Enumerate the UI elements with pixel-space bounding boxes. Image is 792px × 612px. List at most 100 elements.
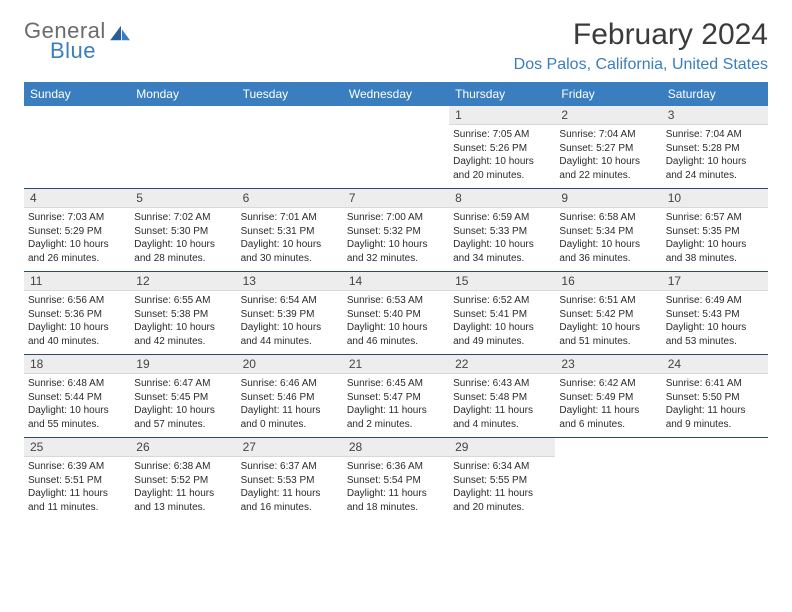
calendar-cell: 6Sunrise: 7:01 AMSunset: 5:31 PMDaylight…	[237, 189, 343, 272]
calendar-cell: 3Sunrise: 7:04 AMSunset: 5:28 PMDaylight…	[662, 106, 768, 189]
day-number: 19	[130, 355, 236, 374]
day-number: 26	[130, 438, 236, 457]
calendar-cell: 5Sunrise: 7:02 AMSunset: 5:30 PMDaylight…	[130, 189, 236, 272]
sunrise-text: Sunrise: 7:02 AM	[134, 211, 232, 225]
calendar-cell	[237, 106, 343, 189]
day-number: 16	[555, 272, 661, 291]
calendar-cell: 23Sunrise: 6:42 AMSunset: 5:49 PMDayligh…	[555, 355, 661, 438]
daylight-text: Daylight: 11 hours and 9 minutes.	[666, 404, 764, 431]
day-number: 20	[237, 355, 343, 374]
calendar-cell: 17Sunrise: 6:49 AMSunset: 5:43 PMDayligh…	[662, 272, 768, 355]
sunset-text: Sunset: 5:27 PM	[559, 142, 657, 156]
sunrise-text: Sunrise: 6:58 AM	[559, 211, 657, 225]
sunrise-text: Sunrise: 6:48 AM	[28, 377, 126, 391]
day-number: 23	[555, 355, 661, 374]
sunset-text: Sunset: 5:39 PM	[241, 308, 339, 322]
sunrise-text: Sunrise: 7:05 AM	[453, 128, 551, 142]
sunset-text: Sunset: 5:42 PM	[559, 308, 657, 322]
daylight-text: Daylight: 11 hours and 11 minutes.	[28, 487, 126, 514]
calendar-cell: 14Sunrise: 6:53 AMSunset: 5:40 PMDayligh…	[343, 272, 449, 355]
brand-part2: Blue	[24, 40, 96, 62]
day-header: Friday	[555, 82, 661, 106]
sunset-text: Sunset: 5:50 PM	[666, 391, 764, 405]
daylight-text: Daylight: 11 hours and 13 minutes.	[134, 487, 232, 514]
calendar-cell: 8 Sunrise: 6:59 AMSunset: 5:33 PMDaylight…	[449, 189, 555, 272]
sunrise-text: Sunrise: 6:41 AM	[666, 377, 764, 391]
calendar-cell	[24, 106, 130, 189]
sunset-text: Sunset: 5:44 PM	[28, 391, 126, 405]
sunrise-text: Sunrise: 6:39 AM	[28, 460, 126, 474]
daylight-text: Daylight: 10 hours and 55 minutes.	[28, 404, 126, 431]
calendar-cell: 10Sunrise: 6:57 AMSunset: 5:35 PMDayligh…	[662, 189, 768, 272]
calendar-cell: 2Sunrise: 7:04 AMSunset: 5:27 PMDaylight…	[555, 106, 661, 189]
sunrise-text: Sunrise: 6:38 AM	[134, 460, 232, 474]
day-header: Sunday	[24, 82, 130, 106]
calendar-cell: 16Sunrise: 6:51 AMSunset: 5:42 PMDayligh…	[555, 272, 661, 355]
day-number: 25	[24, 438, 130, 457]
daylight-text: Daylight: 10 hours and 30 minutes.	[241, 238, 339, 265]
sunrise-text: Sunrise: 6:46 AM	[241, 377, 339, 391]
daylight-text: Daylight: 10 hours and 49 minutes.	[453, 321, 551, 348]
calendar-cell: 4Sunrise: 7:03 AMSunset: 5:29 PMDaylight…	[24, 189, 130, 272]
day-number: 8	[449, 189, 555, 208]
day-number: 13	[237, 272, 343, 291]
sunset-text: Sunset: 5:51 PM	[28, 474, 126, 488]
sunrise-text: Sunrise: 7:04 AM	[559, 128, 657, 142]
calendar-table: SundayMondayTuesdayWednesdayThursdayFrid…	[24, 82, 768, 520]
sunset-text: Sunset: 5:52 PM	[134, 474, 232, 488]
day-number: 17	[662, 272, 768, 291]
day-number: 10	[662, 189, 768, 208]
day-header: Thursday	[449, 82, 555, 106]
day-number: 18	[24, 355, 130, 374]
day-number: 22	[449, 355, 555, 374]
calendar-cell: 9Sunrise: 6:58 AMSunset: 5:34 PMDaylight…	[555, 189, 661, 272]
sunrise-text: Sunrise: 6:54 AM	[241, 294, 339, 308]
sunrise-text: Sunrise: 6:49 AM	[666, 294, 764, 308]
sunset-text: Sunset: 5:54 PM	[347, 474, 445, 488]
daylight-text: Daylight: 10 hours and 46 minutes.	[347, 321, 445, 348]
daylight-text: Daylight: 10 hours and 32 minutes.	[347, 238, 445, 265]
calendar-cell: 13Sunrise: 6:54 AMSunset: 5:39 PMDayligh…	[237, 272, 343, 355]
calendar-cell: 24Sunrise: 6:41 AMSunset: 5:50 PMDayligh…	[662, 355, 768, 438]
daylight-text: Daylight: 11 hours and 0 minutes.	[241, 404, 339, 431]
daylight-text: Daylight: 11 hours and 18 minutes.	[347, 487, 445, 514]
daylight-text: Daylight: 10 hours and 53 minutes.	[666, 321, 764, 348]
sunrise-text: Sunrise: 7:04 AM	[666, 128, 764, 142]
day-number: 15	[449, 272, 555, 291]
daylight-text: Daylight: 10 hours and 22 minutes.	[559, 155, 657, 182]
day-number: 7	[343, 189, 449, 208]
sunset-text: Sunset: 5:49 PM	[559, 391, 657, 405]
calendar-cell: 20Sunrise: 6:46 AMSunset: 5:46 PMDayligh…	[237, 355, 343, 438]
sunset-text: Sunset: 5:32 PM	[347, 225, 445, 239]
daylight-text: Daylight: 10 hours and 34 minutes.	[453, 238, 551, 265]
daylight-text: Daylight: 10 hours and 28 minutes.	[134, 238, 232, 265]
day-number: 1	[449, 106, 555, 125]
sunrise-text: Sunrise: 7:00 AM	[347, 211, 445, 225]
calendar-cell: 15 Sunrise: 6:52 AMSunset: 5:41 PMDayligh…	[449, 272, 555, 355]
day-number: 14	[343, 272, 449, 291]
sunrise-text: Sunrise: 6:47 AM	[134, 377, 232, 391]
sunrise-text: Sunrise: 6:59 AM	[453, 211, 551, 225]
sunset-text: Sunset: 5:41 PM	[453, 308, 551, 322]
daylight-text: Daylight: 10 hours and 51 minutes.	[559, 321, 657, 348]
month-title: February 2024	[514, 18, 768, 52]
sunset-text: Sunset: 5:33 PM	[453, 225, 551, 239]
day-header: Tuesday	[237, 82, 343, 106]
sunset-text: Sunset: 5:29 PM	[28, 225, 126, 239]
daylight-text: Daylight: 11 hours and 2 minutes.	[347, 404, 445, 431]
day-number: 28	[343, 438, 449, 457]
day-header: Saturday	[662, 82, 768, 106]
daylight-text: Daylight: 10 hours and 24 minutes.	[666, 155, 764, 182]
day-header: Wednesday	[343, 82, 449, 106]
daylight-text: Daylight: 11 hours and 16 minutes.	[241, 487, 339, 514]
sunset-text: Sunset: 5:55 PM	[453, 474, 551, 488]
sunrise-text: Sunrise: 6:52 AM	[453, 294, 551, 308]
sunrise-text: Sunrise: 6:34 AM	[453, 460, 551, 474]
day-number: 9	[555, 189, 661, 208]
day-number: 12	[130, 272, 236, 291]
sunset-text: Sunset: 5:40 PM	[347, 308, 445, 322]
calendar-cell: 1Sunrise: 7:05 AMSunset: 5:26 PMDaylight…	[449, 106, 555, 189]
calendar-cell: 11Sunrise: 6:56 AMSunset: 5:36 PMDayligh…	[24, 272, 130, 355]
day-header: Monday	[130, 82, 236, 106]
calendar-cell	[130, 106, 236, 189]
